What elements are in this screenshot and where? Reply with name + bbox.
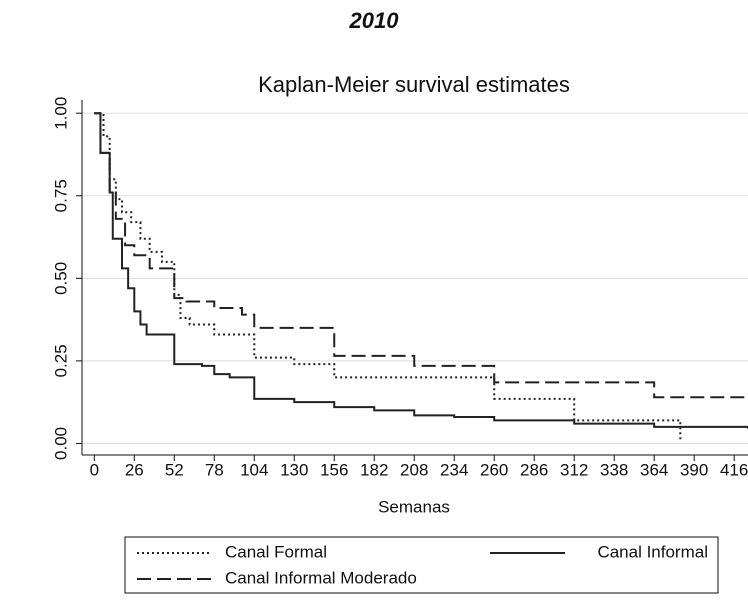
- chart-title: 2010: [349, 8, 400, 33]
- x-tick-label: 26: [125, 460, 144, 479]
- y-tick-label: 0.75: [51, 179, 70, 212]
- x-tick-label: 286: [520, 460, 548, 479]
- x-tick-label: 312: [560, 460, 588, 479]
- x-tick-label: 78: [205, 460, 224, 479]
- x-tick-label: 0: [90, 460, 99, 479]
- x-tick-label: 52: [165, 460, 184, 479]
- y-tick-label: 0.00: [51, 427, 70, 460]
- x-tick-label: 338: [600, 460, 628, 479]
- legend-label: Canal Formal: [225, 542, 327, 561]
- km-curve: [94, 112, 682, 441]
- x-tick-label: 364: [640, 460, 668, 479]
- y-tick-label: 0.25: [51, 344, 70, 377]
- x-tick-label: 104: [240, 460, 268, 479]
- legend-label: Canal Informal Moderado: [225, 568, 417, 587]
- x-tick-label: 130: [280, 460, 308, 479]
- x-tick-label: 208: [400, 460, 428, 479]
- legend-box: [124, 536, 719, 594]
- y-tick-label: 1.00: [51, 97, 70, 130]
- chart-subtitle: Kaplan-Meier survival estimates: [258, 72, 570, 97]
- x-tick-label: 416: [720, 460, 748, 479]
- x-tick-label: 156: [320, 460, 348, 479]
- legend-label: Canal Informal: [597, 542, 708, 561]
- x-tick-label: 390: [680, 460, 708, 479]
- y-tick-label: 0.50: [51, 262, 70, 295]
- x-tick-label: 182: [360, 460, 388, 479]
- x-tick-label: 234: [440, 460, 468, 479]
- km-curve: [94, 112, 748, 399]
- km-curve: [94, 112, 748, 429]
- x-axis-label: Semanas: [378, 497, 450, 516]
- x-tick-label: 260: [480, 460, 508, 479]
